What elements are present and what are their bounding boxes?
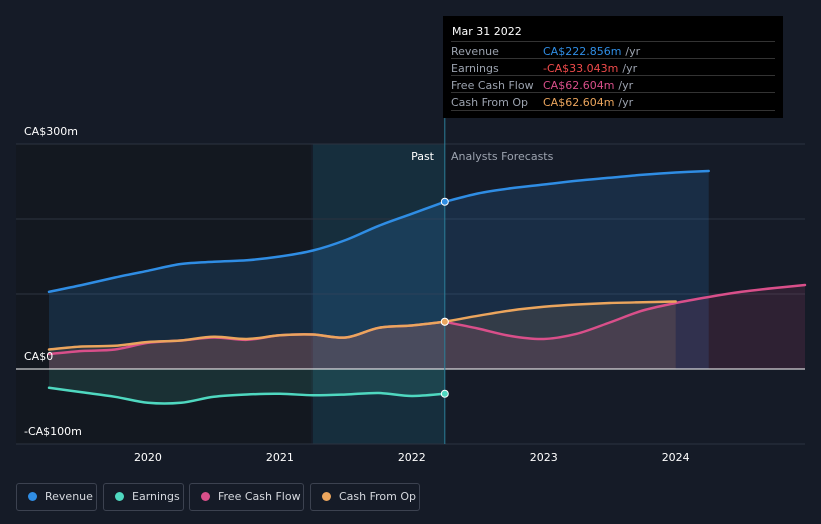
cash-from-op-area (49, 301, 676, 369)
earnings-line-past (47, 386, 447, 405)
y-tick-label: CA$300m (24, 125, 78, 138)
revenue-line-forecast (443, 169, 710, 204)
revenue-line-past (47, 200, 447, 294)
highlight-points (440, 197, 449, 398)
earnings-point (440, 389, 449, 398)
revenue-area (49, 171, 709, 369)
past-label: Past (411, 150, 435, 163)
legend-label: Cash From Op (339, 490, 417, 503)
tooltip-value: CA$62.604m/yr (543, 79, 634, 92)
tooltip: Mar 31 2022 Revenue CA$222.856m/yr Earni… (443, 16, 783, 118)
tooltip-row-earnings: Earnings -CA$33.043m/yr (451, 58, 775, 76)
tooltip-value: CA$62.604m/yr (543, 96, 634, 109)
x-tick-label: 2021 (266, 451, 294, 464)
y-axis-labels: CA$300m CA$0 -CA$100m (24, 125, 82, 438)
forecast-label: Analysts Forecasts (451, 150, 554, 163)
legend-dot-icon (115, 492, 124, 501)
y-tick-label: -CA$100m (24, 425, 82, 438)
x-tick-label: 2022 (398, 451, 426, 464)
tooltip-row-cash-from-op: Cash From Op CA$62.604m/yr (451, 92, 775, 111)
gridlines (16, 143, 805, 445)
tooltip-date: Mar 31 2022 (452, 25, 522, 38)
legend-label: Earnings (132, 490, 180, 503)
legend-item-earnings[interactable]: Earnings (103, 483, 184, 511)
cash-from-op-line-forecast (443, 300, 677, 324)
tooltip-label: Cash From Op (451, 96, 529, 109)
legend-item-free-cash-flow[interactable]: Free Cash Flow (189, 483, 304, 511)
legend-dot-icon (322, 492, 331, 501)
x-tick-label: 2024 (662, 451, 690, 464)
cash-from-op-line-past (47, 320, 447, 351)
tooltip-label: Revenue (451, 45, 499, 58)
legend-label: Free Cash Flow (218, 490, 301, 503)
series-lines (47, 169, 807, 405)
free-cash-flow-line-forecast (443, 283, 807, 341)
x-axis-labels: 2020 2021 2022 2023 2024 (134, 451, 690, 464)
cash-from-op-point (440, 317, 449, 326)
tooltip-row-revenue: Revenue CA$222.856m/yr (451, 41, 775, 59)
legend-dot-icon (201, 492, 210, 501)
revenue-point (440, 197, 449, 206)
y-tick-label: CA$0 (24, 350, 53, 363)
tooltip-label: Free Cash Flow (451, 79, 534, 92)
x-tick-label: 2023 (530, 451, 558, 464)
tooltip-value: CA$222.856m/yr (543, 45, 641, 58)
x-tick-label: 2020 (134, 451, 162, 464)
earnings-area (49, 369, 445, 404)
series-areas (49, 171, 805, 404)
legend-item-cash-from-op[interactable]: Cash From Op (310, 483, 420, 511)
free-cash-flow-area (49, 285, 805, 369)
tooltip-label: Earnings (451, 62, 499, 75)
legend-label: Revenue (45, 490, 93, 503)
legend-dot-icon (28, 492, 37, 501)
tooltip-value: -CA$33.043m/yr (543, 62, 638, 75)
tooltip-row-free-cash-flow: Free Cash Flow CA$62.604m/yr (451, 75, 775, 93)
legend-item-revenue[interactable]: Revenue (16, 483, 97, 511)
